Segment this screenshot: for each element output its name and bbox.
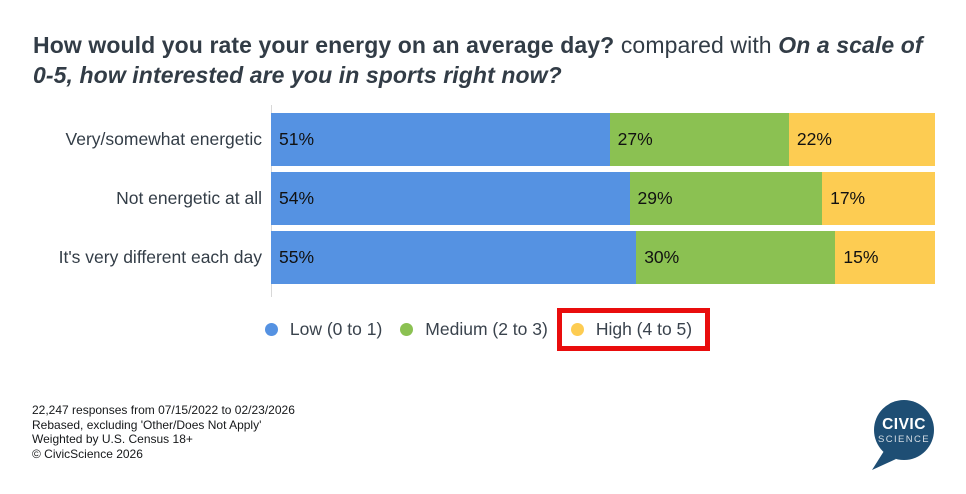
row-category-label: Not energetic at all [116, 188, 262, 208]
stacked-bar: 54% 29% 17% [271, 172, 935, 225]
row-category-label: It's very different each day [58, 247, 262, 267]
bar-segment-value: 51% [279, 129, 315, 149]
bar-segment[interactable]: 55% [271, 231, 637, 284]
footer-notes: 22,247 responses from 07/15/2022 to 02/2… [32, 403, 295, 461]
bar-segment-value: 15% [843, 247, 879, 267]
bar-segment[interactable]: 51% [271, 113, 610, 166]
legend-item-label: Low (0 to 1) [289, 319, 383, 339]
bar-row: It's very different each day 55% 30% 15% [0, 231, 966, 284]
stacked-bar: 51% 27% 22% [271, 113, 935, 166]
logo-text-science: SCIENCE [878, 434, 930, 445]
legend-dot-icon [570, 323, 584, 336]
footer-line: Weighted by U.S. Census 18+ [32, 432, 193, 447]
logo-text-civic: CIVIC [882, 416, 926, 433]
legend-item-highlighted[interactable]: High (4 to 5) [556, 308, 711, 351]
title-question-compare: On a scale of 0-5, how interested are yo… [33, 32, 923, 88]
bar-segment-value: 27% [617, 129, 653, 149]
civicscience-logo: CIVIC SCIENCE [872, 400, 934, 470]
bar-segment-value: 22% [796, 129, 832, 149]
bar-row: Very/somewhat energetic 51% 27% 22% [0, 113, 966, 166]
footer-line: Rebased, excluding 'Other/Does Not Apply… [32, 417, 262, 432]
bar-segment[interactable]: 54% [271, 172, 630, 225]
title-question-main: How would you rate your energy on an ave… [33, 32, 615, 58]
legend-item[interactable]: Low (0 to 1) [261, 313, 386, 346]
legend-item-label: High (4 to 5) [595, 319, 693, 339]
bar-segment-value: 30% [644, 247, 680, 267]
legend-item-label: Medium (2 to 3) [425, 319, 548, 339]
legend-dot-icon [400, 323, 414, 336]
bar-segment-value: 17% [830, 188, 866, 208]
bar-segment[interactable]: 22% [788, 113, 935, 166]
bar-segment[interactable]: 30% [636, 231, 836, 284]
chart-title: How would you rate your energy on an ave… [33, 30, 933, 90]
bar-segment[interactable]: 17% [822, 172, 935, 225]
bar-segment-value: 55% [279, 247, 315, 267]
bar-segment-value: 29% [637, 188, 673, 208]
stacked-bar: 55% 30% 15% [271, 231, 935, 284]
bar-segment[interactable]: 29% [629, 172, 823, 225]
legend-item[interactable]: Medium (2 to 3) [396, 313, 552, 346]
footer-line: © CivicScience 2026 [32, 446, 143, 461]
legend-dot-icon [264, 323, 278, 336]
bar-row: Not energetic at all 54% 29% 17% [0, 172, 966, 225]
chart-legend: Low (0 to 1) Medium (2 to 3) High (4 to … [0, 308, 966, 351]
bar-rows: Very/somewhat energetic 51% 27% 22% Not … [0, 113, 966, 284]
bar-segment[interactable]: 15% [835, 231, 935, 284]
row-category-label: Very/somewhat energetic [65, 129, 263, 149]
footer-line: 22,247 responses from 07/15/2022 to 02/2… [32, 403, 295, 417]
bar-segment[interactable]: 27% [609, 113, 789, 166]
title-connector: compared with [620, 32, 772, 58]
stacked-bar-chart: Very/somewhat energetic 51% 27% 22% Not … [0, 105, 966, 297]
bar-segment-value: 54% [279, 188, 315, 208]
